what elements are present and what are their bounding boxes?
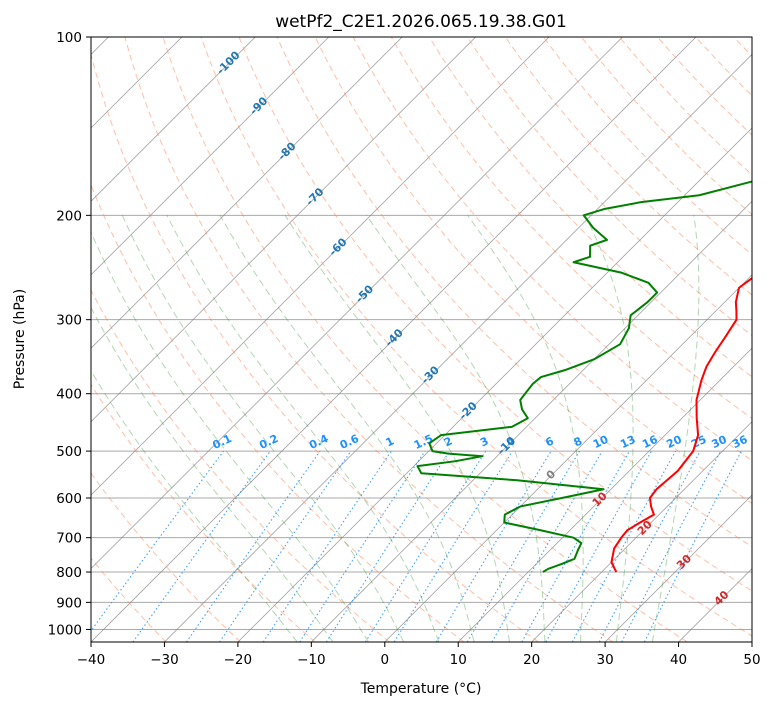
moist-adiabat xyxy=(651,215,700,642)
mixing-ratio-line xyxy=(521,450,630,642)
dry-adiabat xyxy=(124,37,614,642)
x-tick-label: −30 xyxy=(150,652,179,668)
x-tick-label: −40 xyxy=(77,652,106,668)
dry-adiabat xyxy=(276,37,752,548)
dry-adiabat xyxy=(91,383,316,642)
mixing-ratio-line xyxy=(299,450,426,642)
mixing-ratio-line xyxy=(393,450,513,642)
x-tick-label: 20 xyxy=(523,652,540,668)
mixing-ratio-line xyxy=(91,450,225,632)
mixing-ratio-line xyxy=(262,450,392,642)
isotherm-line xyxy=(384,274,752,642)
mixing-ratio-line xyxy=(365,450,487,642)
moist-adiabat xyxy=(467,215,584,642)
temperature-profile-line xyxy=(610,277,752,573)
y-tick-label: 400 xyxy=(56,387,82,403)
mixing-ratio-line xyxy=(132,450,271,642)
dry-adiabat xyxy=(314,37,752,504)
isotherm-line xyxy=(91,37,697,642)
moist-adiabat xyxy=(91,306,334,642)
y-tick-label: 900 xyxy=(56,595,82,611)
isotherm-line xyxy=(91,37,623,570)
mixing-ratio-line xyxy=(643,450,742,642)
mixing-ratio-line xyxy=(325,450,451,642)
isotherm-line xyxy=(91,37,403,349)
moist-adiabat xyxy=(284,215,511,642)
dry-adiabat xyxy=(162,37,688,642)
mixing-ratio-label: 10 xyxy=(591,433,611,451)
mixing-ratio-label: 16 xyxy=(640,433,660,451)
mixing-ratio-line xyxy=(545,450,652,642)
isotherm-line xyxy=(91,37,256,202)
isotherm-line xyxy=(164,53,752,642)
isotherm-line xyxy=(457,347,752,642)
isotherm-line xyxy=(91,37,550,496)
chart-title: wetPf2_C2E1.2026.065.19.38.G01 xyxy=(275,12,567,32)
plot-frame xyxy=(90,36,753,643)
moist-adiabat xyxy=(366,215,546,642)
isotherm-line xyxy=(311,200,752,642)
y-tick-label: 700 xyxy=(56,531,82,547)
y-tick-label: 500 xyxy=(56,444,82,460)
isotherm-line xyxy=(604,494,752,642)
moist-adiabat xyxy=(121,215,405,642)
y-tick-label: 1000 xyxy=(48,622,82,638)
mixing-ratio-line xyxy=(186,450,321,642)
isotherm-line xyxy=(91,37,330,276)
mixing-ratio-line xyxy=(219,450,352,642)
x-tick-label: 0 xyxy=(380,652,389,668)
y-axis-label: Pressure (hPa) xyxy=(12,289,28,389)
x-tick-label: 40 xyxy=(670,652,687,668)
mixing-ratio-label: 13 xyxy=(618,433,637,451)
mixing-ratio-label: 20 xyxy=(664,433,684,451)
y-tick-label: 600 xyxy=(56,491,82,507)
moist-adiabat xyxy=(166,215,440,642)
x-axis-label: Temperature (°C) xyxy=(360,681,482,697)
x-tick-label: 10 xyxy=(450,652,467,668)
mixing-ratio-label: 36 xyxy=(730,433,750,451)
dry-adiabat xyxy=(504,37,752,296)
y-tick-label: 300 xyxy=(56,313,82,329)
dry-adiabat xyxy=(91,183,465,642)
dry-adiabat xyxy=(91,52,539,642)
dry-adiabat xyxy=(200,37,752,637)
isotherm-line xyxy=(91,37,476,423)
dry-adiabat xyxy=(91,289,390,642)
moist-adiabat xyxy=(91,369,298,642)
dry-adiabat xyxy=(238,37,752,592)
moist-adiabat xyxy=(584,215,634,642)
y-tick-label: 200 xyxy=(56,208,82,224)
x-tick-label: −10 xyxy=(297,652,326,668)
isotherm-line xyxy=(531,421,752,642)
dry-adiabat xyxy=(91,472,241,642)
x-tick-label: 30 xyxy=(597,652,614,668)
dry-adiabat xyxy=(466,37,752,337)
x-tick-label: −20 xyxy=(224,652,253,668)
y-tick-label: 800 xyxy=(56,565,82,581)
isotherm-line xyxy=(237,127,752,642)
moist-adiabat xyxy=(219,215,475,642)
dewpoint-profile-line xyxy=(416,180,752,573)
y-tick-label: 100 xyxy=(56,30,82,46)
moist-adiabat xyxy=(91,230,369,642)
x-tick-label: 50 xyxy=(743,652,760,668)
mixing-ratio-label: 30 xyxy=(710,433,730,451)
mixing-ratio-line xyxy=(571,450,677,642)
